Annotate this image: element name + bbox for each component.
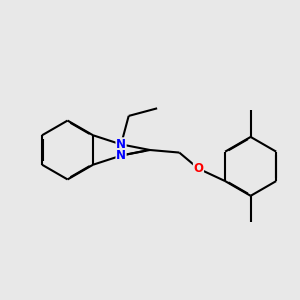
Text: O: O bbox=[194, 162, 203, 175]
Text: N: N bbox=[116, 138, 126, 151]
Text: N: N bbox=[116, 149, 126, 162]
